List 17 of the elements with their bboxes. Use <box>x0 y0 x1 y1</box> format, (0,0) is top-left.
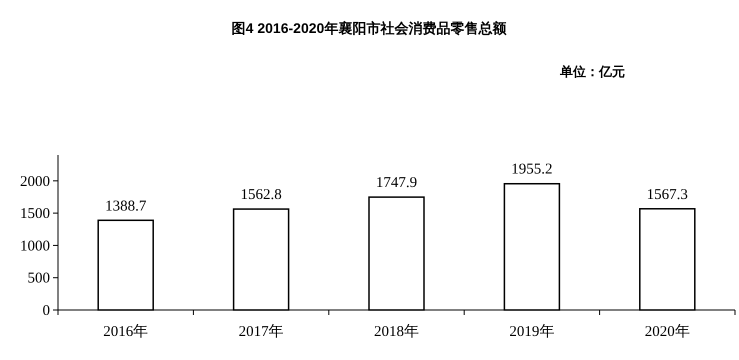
data-label: 1388.7 <box>105 198 147 214</box>
text: 单位：亿元 <box>559 64 625 79</box>
y-tick-label: 1000 <box>20 238 50 254</box>
data-label: 1562.8 <box>240 187 282 204</box>
x-tick-label: 2020年 <box>644 323 690 340</box>
x-tick-label: 2017年 <box>238 323 284 340</box>
y-tick-label: 2000 <box>20 174 50 190</box>
x-tick-label: 2019年 <box>509 323 554 340</box>
chart-title: 图4 2016-2020年襄阳市社会消费品零售总额 <box>232 20 508 36</box>
data-label: 1567.3 <box>646 186 688 203</box>
data-label: 1747.9 <box>376 175 418 192</box>
y-tick-label: 0 <box>42 303 50 319</box>
x-tick-label: 2016年 <box>103 323 148 340</box>
data-label: 1955.2 <box>511 162 553 178</box>
x-tick-label: 2018年 <box>374 323 419 340</box>
y-tick-label: 1500 <box>20 206 50 222</box>
y-tick-label: 500 <box>28 270 50 287</box>
